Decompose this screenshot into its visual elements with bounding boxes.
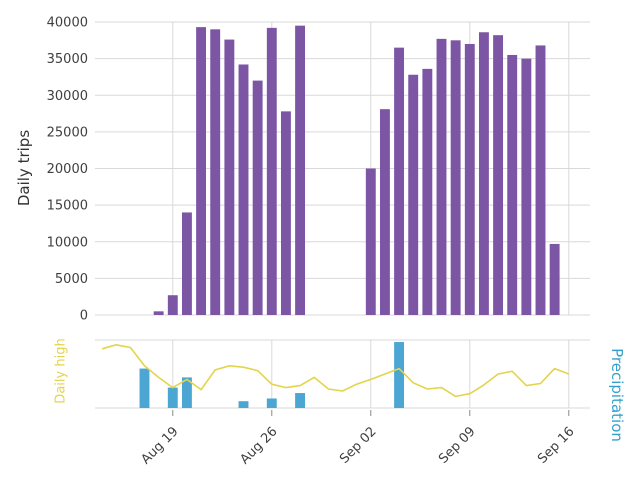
trips-bar — [549, 243, 560, 315]
y-axis-label-daily-high: Daily high — [53, 338, 69, 404]
trips-bar — [365, 168, 376, 315]
y-tick-label: 40000 — [47, 16, 88, 31]
trips-bar — [266, 27, 277, 316]
trips-bar — [394, 47, 405, 315]
trips-bar — [450, 40, 461, 315]
trips-bar — [181, 212, 192, 315]
precipitation-bar — [295, 393, 306, 408]
trips-bar — [436, 38, 447, 315]
x-tick-label: Aug 26 — [237, 424, 280, 467]
x-tick-label: Aug 19 — [138, 424, 181, 467]
trips-bar — [408, 74, 419, 316]
precipitation-bar — [394, 342, 405, 408]
trips-bar — [210, 29, 221, 315]
y-tick-labels: 0 5000 10000 15000 20000 25000 30000 35000 40000 — [47, 16, 88, 324]
trips-bar — [521, 58, 532, 315]
daily-high-line — [101, 343, 570, 398]
precipitation-bar — [139, 368, 150, 408]
trips-bar — [507, 54, 518, 316]
y-tick-label: 10000 — [47, 235, 88, 250]
precipitation-bar — [181, 377, 192, 408]
trips-bar — [493, 35, 504, 316]
y-tick-label: 15000 — [47, 199, 88, 214]
precipitation-bars — [139, 342, 405, 408]
x-tick-label: Sep 02 — [337, 424, 380, 467]
trips-bar — [224, 39, 235, 315]
y-axis-label-daily-trips: Daily trips — [15, 129, 33, 207]
y-tick-label: 0 — [80, 309, 88, 324]
trips-bar — [238, 64, 249, 315]
trips-bar — [196, 27, 207, 315]
y-tick-label: 30000 — [47, 89, 88, 104]
precipitation-bar — [266, 398, 277, 408]
y-tick-label: 25000 — [47, 125, 88, 140]
trips-bar — [153, 311, 164, 315]
x-tick-labels: Aug 19 Aug 26 Sep 02 Sep 09 Sep 16 — [138, 424, 577, 467]
daily-trips-bars — [153, 25, 560, 316]
x-axis-tick-marks — [172, 410, 570, 416]
trips-bar — [464, 43, 475, 315]
precipitation-bar — [238, 401, 249, 408]
trips-bar — [167, 295, 178, 315]
y-tick-label: 20000 — [47, 162, 88, 177]
trips-bar — [280, 111, 291, 316]
y-tick-label: 5000 — [55, 272, 88, 287]
trips-bar — [535, 45, 546, 315]
trips-bar — [252, 80, 263, 315]
trips-bar — [295, 25, 306, 315]
trips-bar — [422, 68, 433, 315]
x-tick-label: Sep 16 — [535, 424, 578, 467]
y-axis-label-precipitation: Precipitation — [608, 348, 626, 442]
y-tick-label: 35000 — [47, 52, 88, 67]
trips-bar — [379, 109, 390, 315]
x-tick-label: Sep 09 — [436, 424, 479, 467]
precipitation-bar — [167, 387, 178, 408]
trips-bar — [478, 32, 489, 315]
